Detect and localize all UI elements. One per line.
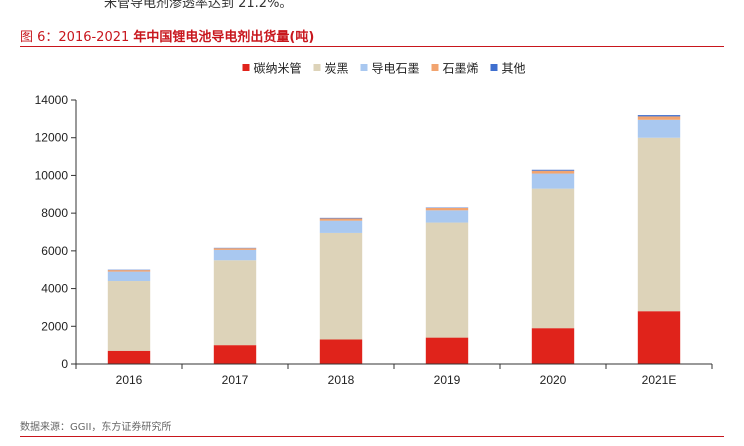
x-tick-label: 2017	[222, 373, 249, 387]
y-tick-label: 0	[61, 357, 68, 371]
bar-segment	[425, 207, 469, 211]
bar-segment	[213, 345, 257, 364]
y-tick-label: 4000	[41, 282, 68, 296]
bar-segment	[319, 232, 363, 340]
bar-segment	[319, 220, 363, 233]
bar-segment	[319, 217, 363, 219]
bar-segment	[531, 170, 575, 174]
y-tick-label: 8000	[41, 206, 68, 220]
bar-segment	[107, 350, 151, 364]
bar-segment	[425, 210, 469, 223]
bar-segment	[319, 218, 363, 221]
bar-segment	[531, 169, 575, 171]
bar-segment	[637, 116, 681, 120]
figure-title-text: 年中国锂电池导电剂出货量(吨)	[133, 30, 315, 45]
bar-segment	[531, 328, 575, 364]
data-source: 数据来源：GGII，东方证券研究所	[20, 422, 172, 433]
x-tick-label: 2019	[434, 373, 461, 387]
y-tick-label: 6000	[41, 244, 68, 258]
bar-segment	[107, 271, 151, 282]
y-tick-label: 14000	[35, 93, 69, 107]
bar-segment	[319, 339, 363, 364]
bar-segment	[637, 311, 681, 364]
figure-label: 图 6：	[20, 30, 59, 45]
y-tick-label: 10000	[35, 168, 69, 182]
bar-segment	[213, 248, 257, 250]
legend-label: 碳纳米管	[254, 61, 302, 76]
bar-segment	[637, 137, 681, 312]
y-tick-label: 12000	[35, 131, 69, 145]
bar-segment	[107, 270, 151, 272]
y-axis: 0 2000 4000 6000 8000 10000 12000 14000	[35, 93, 77, 371]
legend-label: 石墨烯	[443, 62, 479, 76]
legend-swatch	[313, 64, 321, 71]
legend-swatch	[360, 64, 368, 71]
bar-segment	[637, 119, 681, 138]
bar-segment	[425, 337, 469, 364]
legend-label: 其他	[502, 62, 526, 76]
legend-swatch	[242, 64, 250, 71]
bar-segment	[425, 222, 469, 338]
bar-segment	[531, 188, 575, 329]
legend-swatch	[490, 64, 498, 71]
y-tick-label: 2000	[41, 319, 68, 333]
figure-year-range: 2016-2021	[58, 30, 130, 45]
x-axis: 2016 2017 2018 2019 2020 2021E	[75, 363, 713, 387]
bars	[107, 115, 681, 364]
legend-label: 导电石墨	[372, 62, 420, 76]
bar-segment	[213, 249, 257, 261]
bar-segment	[531, 173, 575, 189]
bar-segment	[637, 115, 681, 117]
bar-segment	[107, 281, 151, 351]
x-tick-label: 2020	[540, 373, 567, 387]
bar-segment	[213, 260, 257, 346]
title-divider	[20, 46, 724, 47]
x-tick-label: 2016	[116, 373, 143, 387]
x-tick-label: 2021E	[642, 373, 677, 387]
preceding-text-line: 米管导电剂渗透率达到 21.2%。	[104, 0, 293, 11]
legend-label: 炭黑	[325, 62, 349, 76]
figure-title: 图 6：2016-2021 年中国锂电池导电剂出货量(吨)	[20, 26, 314, 45]
legend-swatch	[431, 64, 439, 71]
footer-divider	[20, 436, 724, 437]
x-tick-label: 2018	[328, 373, 355, 387]
chart-legend: 碳纳米管 炭黑 导电石墨 石墨烯 其他	[242, 61, 526, 76]
